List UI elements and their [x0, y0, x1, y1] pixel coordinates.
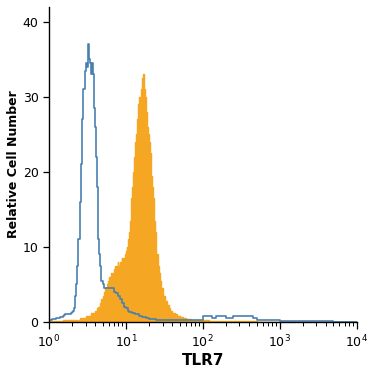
X-axis label: TLR7: TLR7	[182, 353, 224, 368]
Y-axis label: Relative Cell Number: Relative Cell Number	[7, 90, 20, 238]
